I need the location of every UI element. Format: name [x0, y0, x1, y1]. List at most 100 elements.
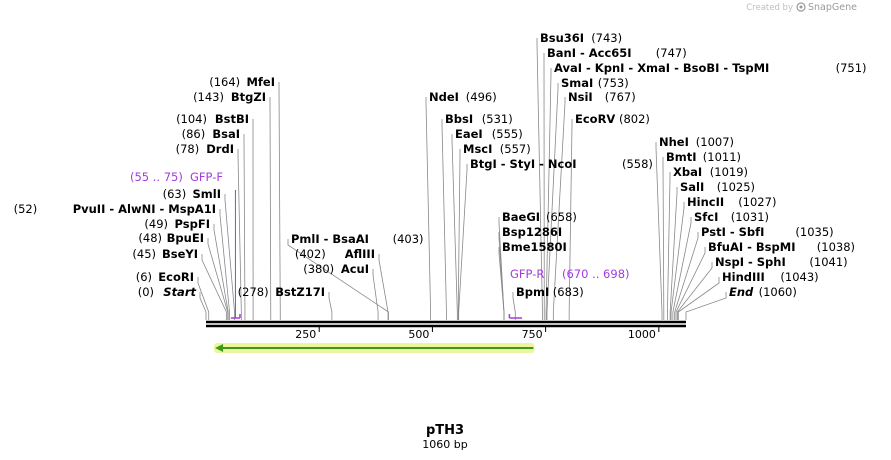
- site-name-bstbi[interactable]: BstBI: [215, 112, 249, 126]
- site-pos-btgi-styi-ncoi: (558): [622, 157, 653, 171]
- site-name-bpuei[interactable]: BpuEI: [167, 231, 204, 245]
- axis-ticks: 250 500 750 1000: [295, 326, 660, 341]
- site-name-bfuai-bspmi[interactable]: BfuAI - BspMI: [708, 240, 795, 254]
- site-pos-msci: (557): [500, 142, 531, 156]
- site-pos-bsai: (86): [182, 127, 206, 141]
- site-name-mfei[interactable]: MfeI: [246, 75, 275, 89]
- site-name-drdi[interactable]: DrdI: [206, 142, 234, 156]
- site-name-pspfi[interactable]: PspFI: [175, 217, 210, 231]
- site-name-start[interactable]: Start: [163, 285, 196, 299]
- site-name-bani-acc65i[interactable]: BanI - Acc65I: [547, 46, 632, 60]
- site-name-btgzi[interactable]: BtgZI: [231, 90, 266, 104]
- site-pos-bani-acc65i: (747): [656, 46, 687, 60]
- leader-btgi-styi-ncoi-20: [458, 164, 468, 320]
- site-name-bseyi[interactable]: BseYI: [162, 247, 198, 261]
- site-name-pmli-bsaai[interactable]: PmlI - BsaAI: [291, 232, 369, 246]
- site-name-sfci[interactable]: SfcI: [694, 210, 718, 224]
- credit-prefix: Created by: [746, 3, 793, 13]
- site-pos-xbai: (1019): [710, 165, 748, 179]
- site-name-bsp1286i[interactable]: Bsp1286I: [502, 225, 562, 239]
- site-name-bsai[interactable]: BsaI: [212, 127, 240, 141]
- site-pos-baegi: (658): [546, 210, 577, 224]
- site-pos-bbsi: (531): [482, 112, 513, 126]
- site-name-bpmi[interactable]: BpmI: [516, 285, 549, 299]
- site-name-bme1580i[interactable]: Bme1580I: [502, 240, 567, 254]
- leader-smli-6: [224, 194, 235, 320]
- leader-psti-sbfi-37: [674, 232, 699, 320]
- snapgene-logo-icon: [796, 2, 806, 12]
- leader-ndei-16: [425, 97, 432, 320]
- site-name-msci[interactable]: MscI: [463, 142, 492, 156]
- site-pos-bsu36i: (743): [591, 31, 622, 45]
- site-pos-bstz17i: (278): [238, 285, 269, 299]
- leader-start-0: [199, 292, 207, 320]
- site-name-afliii[interactable]: AflIII: [345, 247, 375, 261]
- tick-label-500: 500: [408, 328, 429, 341]
- leader-btgzi-10: [269, 97, 272, 320]
- site-pos-acui: (380): [303, 262, 334, 276]
- leader-eaei-18: [451, 134, 458, 320]
- leader-avai-kpni-xmai-bsobi-tspmi-27: [545, 68, 552, 320]
- primer-name-gfp-f[interactable]: GFP-F: [190, 170, 223, 184]
- site-name-smli[interactable]: SmlI: [193, 187, 222, 201]
- leader-pvuii-alwni-mspa1i-5: [219, 209, 230, 320]
- site-name-pvuii-alwni-mspa1i[interactable]: PvuII - AlwNI - MspA1I: [73, 202, 216, 216]
- site-name-bbsi[interactable]: BbsI: [445, 112, 473, 126]
- site-pos-bfuai-bspmi: (1038): [817, 240, 855, 254]
- site-name-baegi[interactable]: BaeGI: [502, 210, 540, 224]
- tick-label-750: 750: [522, 328, 543, 341]
- leader-nhei-31: [655, 142, 663, 320]
- site-name-end[interactable]: End: [729, 285, 754, 299]
- leader-msci-19: [457, 149, 461, 320]
- site-name-nspi-sphi[interactable]: NspI - SphI: [715, 255, 786, 269]
- site-pos-hincii: (1027): [738, 195, 776, 209]
- site-name-bmti[interactable]: BmtI: [666, 150, 697, 164]
- leader-smai-28: [546, 83, 559, 320]
- site-pos-bmti: (1011): [703, 150, 741, 164]
- site-name-acui[interactable]: AcuI: [341, 262, 369, 276]
- site-name-hindiii[interactable]: HindIII: [722, 270, 765, 284]
- site-pos-start: (0): [138, 285, 154, 299]
- site-pos-pmli-bsaai: (403): [393, 232, 424, 246]
- site-pos-bpuei: (48): [138, 231, 162, 245]
- leader-bstz17i-12: [328, 292, 333, 320]
- site-name-btgi-styi-ncoi[interactable]: BtgI - StyI - NcoI: [470, 157, 577, 171]
- leader-afliii-14: [378, 254, 389, 320]
- credit-brand: SnapGene: [808, 2, 857, 13]
- feature-arrows: [214, 343, 535, 353]
- site-name-ecorv[interactable]: EcoRV: [575, 112, 615, 126]
- site-pos-nhei: (1007): [696, 135, 734, 149]
- leader-ecorv-30: [568, 119, 573, 320]
- site-name-nsii[interactable]: NsiI: [568, 90, 593, 104]
- leader-bseyi-2: [201, 254, 227, 320]
- leader-ecori-1: [197, 277, 210, 320]
- site-name-bsu36i[interactable]: Bsu36I: [540, 31, 584, 45]
- site-pos-nspi-sphi: (1041): [809, 255, 847, 269]
- site-name-nhei[interactable]: NheI: [659, 135, 689, 149]
- site-pos-afliii: (402): [295, 247, 326, 261]
- site-pos-psti-sbfi: (1035): [795, 225, 833, 239]
- site-name-eaei[interactable]: EaeI: [455, 127, 483, 141]
- site-pos-drdi: (78): [176, 142, 200, 156]
- site-name-psti-sbfi[interactable]: PstI - SbfI: [701, 225, 764, 239]
- site-pos-nsii: (767): [605, 90, 636, 104]
- plasmid-length: 1060 bp: [422, 438, 467, 451]
- site-name-bstz17i[interactable]: BstZ17I: [275, 285, 325, 299]
- leader-hincii-35: [670, 202, 685, 320]
- site-pos-pspfi: (49): [144, 217, 168, 231]
- site-name-hincii[interactable]: HincII: [687, 195, 724, 209]
- primer-name-gfp-r[interactable]: GFP-R: [510, 267, 544, 281]
- leader-end-41: [685, 292, 727, 320]
- site-name-smai[interactable]: SmaI: [561, 76, 593, 90]
- site-name-avai-kpni-xmai-bsobi-tspmi[interactable]: AvaI - KpnI - XmaI - BsoBI - TspMI: [554, 61, 769, 75]
- tick-label-250: 250: [295, 328, 316, 341]
- site-name-xbai[interactable]: XbaI: [673, 165, 702, 179]
- leader-bpmi-24: [512, 292, 516, 320]
- site-pos-bpmi: (683): [553, 285, 584, 299]
- site-pos-smai: (753): [598, 76, 629, 90]
- site-pos-bstbi: (104): [176, 112, 207, 126]
- site-name-sali[interactable]: SalI: [680, 180, 704, 194]
- site-name-ecori[interactable]: EcoRI: [158, 270, 194, 284]
- leader-nsii-29: [552, 97, 566, 320]
- site-name-ndei[interactable]: NdeI: [429, 90, 459, 104]
